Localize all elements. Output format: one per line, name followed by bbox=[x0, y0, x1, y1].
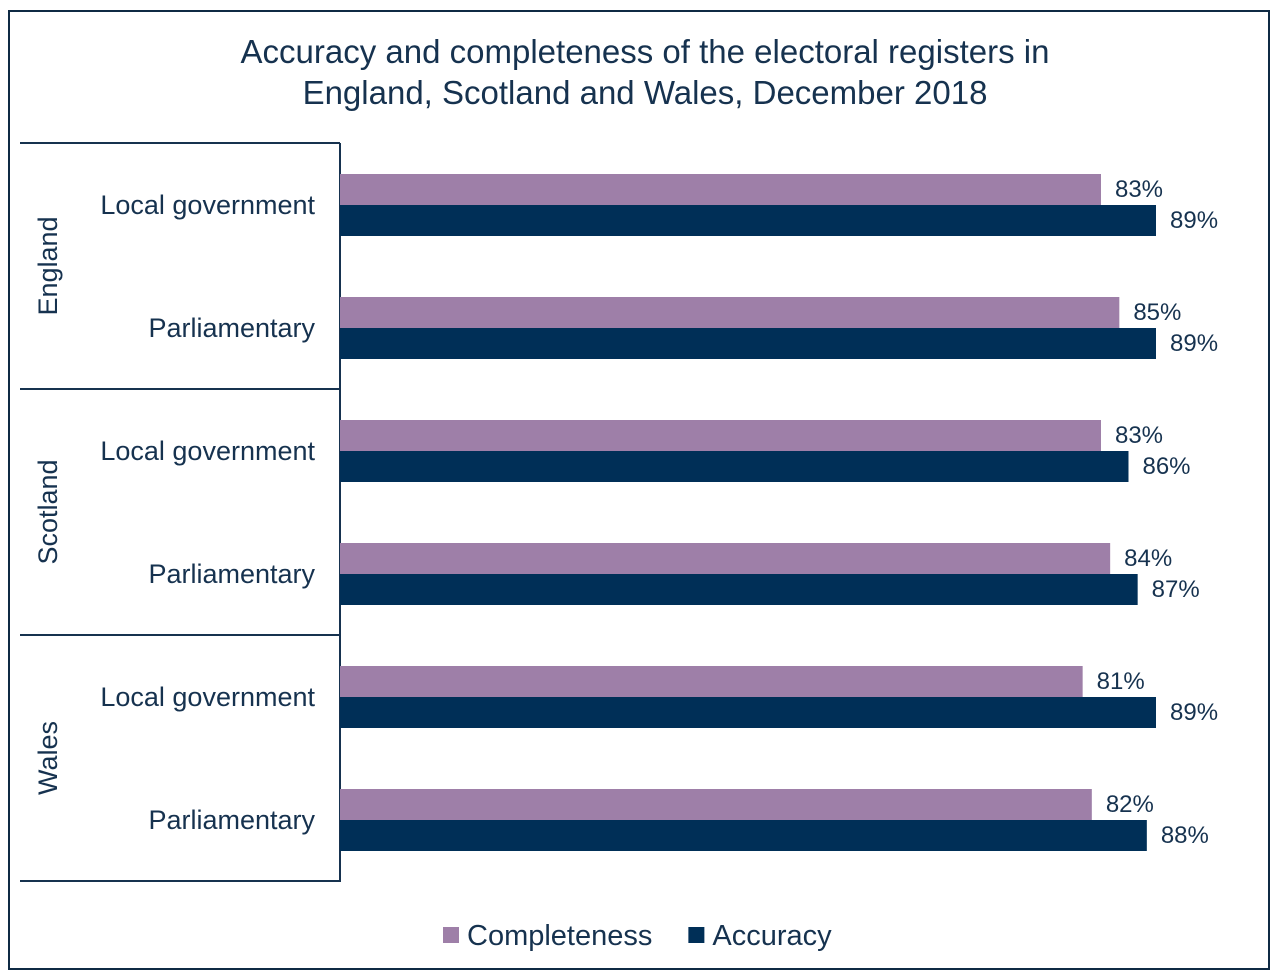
data-label-completeness: 84% bbox=[1124, 545, 1172, 572]
bars bbox=[340, 174, 1156, 851]
bar-completeness bbox=[340, 174, 1101, 205]
category-label: Local government bbox=[100, 436, 315, 466]
legend-swatch-accuracy bbox=[688, 927, 705, 943]
category-label: Local government bbox=[100, 682, 315, 712]
category-label: Parliamentary bbox=[148, 313, 315, 343]
legend-label-completeness: Completeness bbox=[467, 920, 652, 952]
bar-accuracy bbox=[340, 820, 1147, 851]
data-label-completeness: 82% bbox=[1106, 791, 1154, 818]
bar-completeness bbox=[340, 666, 1083, 697]
chart-title: Accuracy and completeness of the elector… bbox=[241, 33, 1050, 111]
legend: Completeness Accuracy bbox=[443, 920, 832, 952]
category-label: Local government bbox=[100, 190, 315, 220]
group-label-england: England bbox=[33, 216, 63, 315]
bar-completeness bbox=[340, 297, 1120, 328]
category-axis: England Local government Parliamentary Scot… bbox=[20, 142, 341, 882]
data-label-completeness: 83% bbox=[1115, 176, 1163, 203]
data-label-completeness: 81% bbox=[1097, 668, 1145, 695]
chart-title-line-1: Accuracy and completeness of the elector… bbox=[241, 33, 1050, 70]
group-label-scotland: Scotland bbox=[33, 459, 63, 564]
legend-swatch-completeness bbox=[443, 927, 459, 943]
data-label-accuracy: 89% bbox=[1170, 330, 1218, 357]
data-label-accuracy: 89% bbox=[1170, 699, 1218, 726]
data-label-completeness: 85% bbox=[1133, 299, 1181, 326]
data-label-accuracy: 87% bbox=[1152, 576, 1200, 603]
bar-accuracy bbox=[340, 205, 1156, 236]
category-label: Parliamentary bbox=[148, 805, 315, 835]
data-label-completeness: 83% bbox=[1115, 422, 1163, 449]
data-label-accuracy: 86% bbox=[1142, 453, 1190, 480]
chart-title-line-2: England, Scotland and Wales, December 20… bbox=[303, 74, 988, 111]
bar-completeness bbox=[340, 420, 1101, 451]
bar-completeness bbox=[340, 789, 1092, 820]
bar-accuracy bbox=[340, 328, 1156, 359]
data-label-accuracy: 88% bbox=[1161, 822, 1209, 849]
data-labels: 83% 89% 85% 89% 83% 86% 84% 87% 81% 89% 82% 88% bbox=[1097, 176, 1218, 849]
bar-accuracy bbox=[340, 697, 1156, 728]
group-label-wales: Wales bbox=[33, 721, 63, 795]
bar-completeness bbox=[340, 543, 1111, 574]
bar-accuracy bbox=[340, 574, 1138, 605]
category-label: Parliamentary bbox=[148, 559, 315, 589]
bar-accuracy bbox=[340, 451, 1129, 482]
legend-label-accuracy: Accuracy bbox=[712, 920, 832, 952]
data-label-accuracy: 89% bbox=[1170, 207, 1218, 234]
